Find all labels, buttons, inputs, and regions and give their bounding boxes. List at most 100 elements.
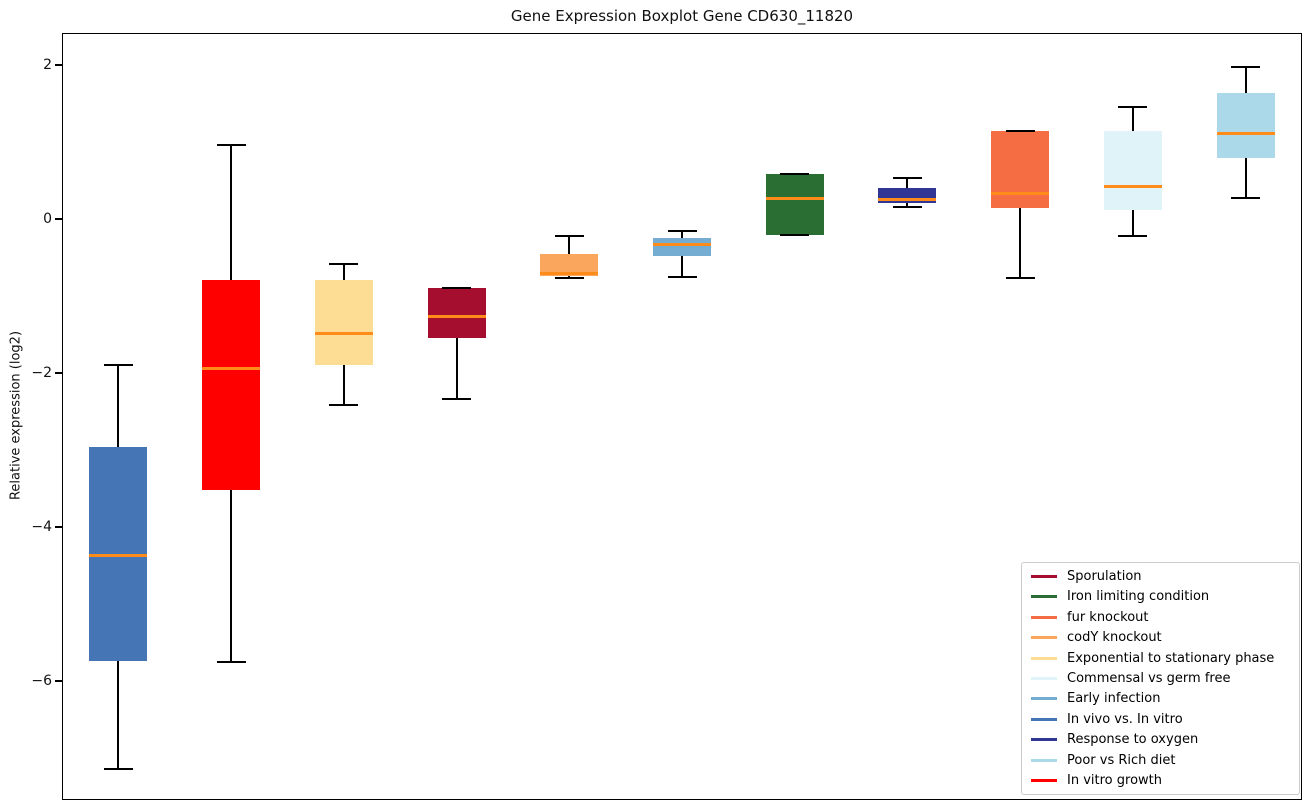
whisker-cap-lower bbox=[667, 275, 697, 278]
whisker-upper bbox=[230, 145, 233, 280]
legend-label: In vitro growth bbox=[1067, 773, 1162, 789]
legend-item: Sporulation bbox=[1022, 566, 1299, 586]
whisker-lower bbox=[906, 203, 909, 207]
whisker-cap-upper bbox=[329, 262, 359, 265]
whisker-upper bbox=[681, 230, 683, 238]
legend-swatch bbox=[1031, 595, 1057, 599]
legend-label: Commensal vs germ free bbox=[1067, 670, 1231, 686]
whisker-cap-lower bbox=[780, 233, 810, 236]
whisker-cap-upper bbox=[1118, 105, 1148, 108]
whisker-cap-upper bbox=[1005, 130, 1035, 133]
whisker-cap-upper bbox=[780, 172, 810, 175]
legend-label: codY knockout bbox=[1067, 630, 1162, 646]
legend-label: Early infection bbox=[1067, 691, 1161, 707]
boxplot-box bbox=[1216, 93, 1275, 159]
median-line bbox=[653, 243, 711, 247]
whisker-cap-upper bbox=[216, 144, 246, 147]
whisker-lower bbox=[230, 489, 233, 662]
median-line bbox=[878, 197, 937, 201]
whisker-upper bbox=[1244, 66, 1247, 93]
boxplot-box bbox=[427, 288, 486, 339]
boxplot-box bbox=[991, 131, 1050, 208]
legend-label: In vivo vs. In vitro bbox=[1067, 711, 1183, 727]
median-line bbox=[991, 192, 1050, 196]
whisker-lower bbox=[455, 338, 458, 400]
whisker-upper bbox=[117, 364, 120, 447]
boxplot-box bbox=[314, 279, 373, 366]
whisker-upper bbox=[1131, 106, 1134, 131]
whisker-cap-lower bbox=[329, 403, 359, 406]
median-line bbox=[765, 196, 824, 200]
y-tick-label: −6 bbox=[31, 672, 52, 689]
median-line bbox=[540, 271, 599, 275]
legend-item: Exponential to stationary phase bbox=[1022, 648, 1299, 668]
y-tick-mark bbox=[55, 679, 62, 682]
legend-swatch bbox=[1031, 574, 1057, 578]
legend-label: Poor vs Rich diet bbox=[1067, 752, 1176, 768]
legend: Sporulation Iron limiting condition fur kn… bbox=[1021, 562, 1300, 795]
y-tick-mark bbox=[55, 372, 62, 375]
legend-item: In vivo vs. In vitro bbox=[1022, 709, 1299, 729]
legend-item: Response to oxygen bbox=[1022, 730, 1299, 750]
boxplot-box bbox=[878, 187, 937, 203]
y-tick-mark bbox=[55, 64, 62, 67]
whisker-cap-upper bbox=[442, 287, 472, 290]
boxplot-box bbox=[1103, 130, 1162, 210]
y-tick-label: −4 bbox=[31, 518, 52, 535]
whisker-cap-lower bbox=[442, 398, 472, 401]
whisker-cap-upper bbox=[892, 176, 922, 179]
whisker-cap-upper bbox=[554, 235, 584, 238]
whisker-lower bbox=[568, 276, 571, 279]
whisker-cap-upper bbox=[667, 229, 697, 232]
median-line bbox=[202, 366, 261, 370]
legend-label: Iron limiting condition bbox=[1067, 589, 1210, 605]
legend-swatch bbox=[1031, 779, 1057, 783]
y-tick-mark bbox=[55, 525, 62, 528]
whisker-upper bbox=[342, 263, 345, 280]
whisker-upper bbox=[906, 177, 909, 188]
boxplot-box bbox=[202, 279, 261, 490]
legend-item: In vitro growth bbox=[1022, 771, 1299, 791]
legend-label: Sporulation bbox=[1067, 568, 1142, 584]
whisker-lower bbox=[117, 660, 120, 770]
legend-swatch bbox=[1031, 636, 1057, 640]
legend-label: fur knockout bbox=[1067, 609, 1149, 625]
legend-swatch bbox=[1031, 676, 1057, 680]
y-tick-label: −2 bbox=[31, 365, 52, 382]
median-line bbox=[1216, 131, 1275, 135]
boxplot-box bbox=[89, 446, 148, 661]
median-line bbox=[1103, 185, 1162, 189]
boxplot-box bbox=[653, 237, 711, 257]
boxplot-box bbox=[765, 173, 824, 235]
legend-item: fur knockout bbox=[1022, 607, 1299, 627]
legend-item: codY knockout bbox=[1022, 628, 1299, 648]
median-line bbox=[427, 315, 486, 319]
boxplot-box bbox=[540, 253, 599, 277]
legend-swatch bbox=[1031, 738, 1057, 742]
whisker-lower bbox=[1131, 209, 1134, 237]
legend-item: Early infection bbox=[1022, 689, 1299, 709]
legend-swatch bbox=[1031, 656, 1057, 660]
whisker-cap-lower bbox=[1005, 276, 1035, 279]
legend-item: Iron limiting condition bbox=[1022, 587, 1299, 607]
legend-label: Response to oxygen bbox=[1067, 732, 1199, 748]
median-line bbox=[89, 553, 148, 557]
whisker-cap-lower bbox=[554, 277, 584, 280]
whisker-cap-lower bbox=[1231, 197, 1261, 200]
y-tick-mark bbox=[55, 218, 62, 221]
chart-title: Gene Expression Boxplot Gene CD630_11820 bbox=[510, 7, 854, 25]
whisker-upper bbox=[568, 236, 571, 254]
legend-swatch bbox=[1031, 758, 1057, 762]
whisker-lower bbox=[681, 256, 683, 277]
whisker-lower bbox=[1244, 158, 1247, 199]
median-line bbox=[314, 331, 373, 335]
whisker-cap-upper bbox=[1231, 65, 1261, 68]
whisker-cap-lower bbox=[1118, 235, 1148, 238]
whisker-cap-lower bbox=[216, 660, 246, 663]
y-tick-label: 2 bbox=[43, 57, 52, 74]
whisker-cap-upper bbox=[103, 363, 133, 366]
legend-item: Commensal vs germ free bbox=[1022, 668, 1299, 688]
whisker-lower bbox=[342, 365, 345, 405]
legend-swatch bbox=[1031, 697, 1057, 701]
